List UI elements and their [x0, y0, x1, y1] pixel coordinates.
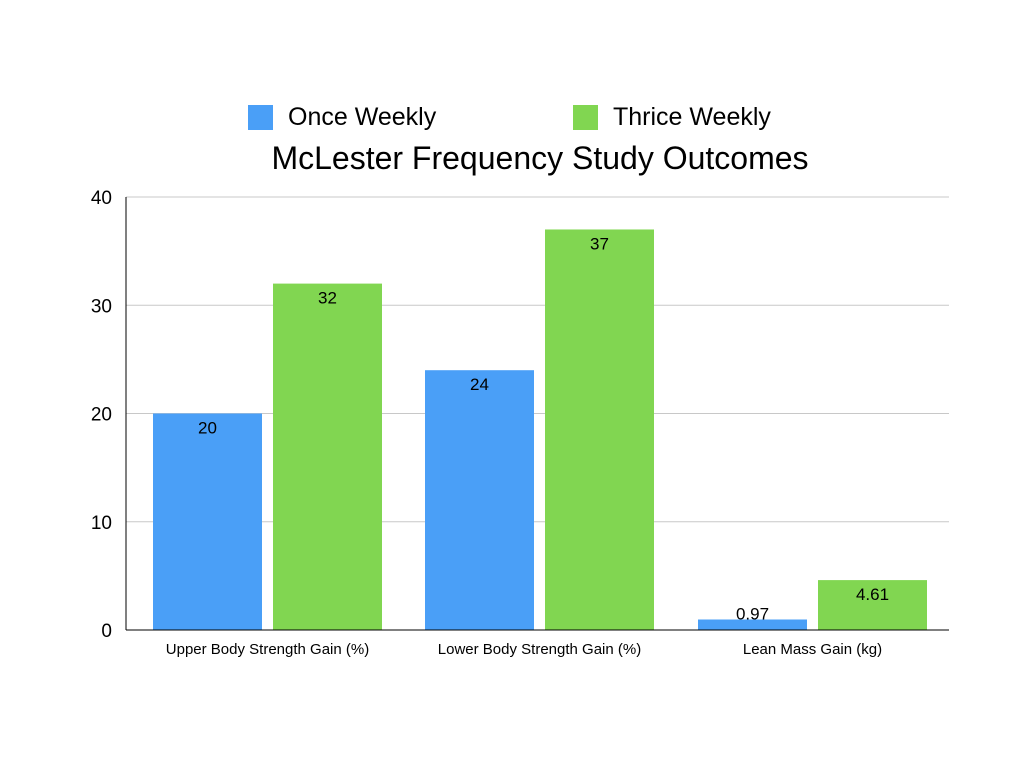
- x-category-label-lower-body-strength-gain: Lower Body Strength Gain (%): [438, 641, 641, 658]
- y-tick-label-20: 20: [91, 405, 112, 426]
- data-label-once-weekly-lean-mass-gain-kg: 0.97: [736, 604, 769, 623]
- legend-swatch-thrice-weekly: [573, 104, 598, 130]
- bar-once-weekly-upper-body-strength-gain: [153, 413, 262, 630]
- legend-item-once-weekly: Once Weekly: [248, 100, 436, 134]
- data-label-once-weekly-lower-body-strength-gain: 24: [470, 375, 489, 394]
- legend-item-thrice-weekly: Thrice Weekly: [573, 100, 771, 134]
- legend-label-thrice-weekly: Thrice Weekly: [613, 102, 771, 131]
- legend-swatch-once-weekly: [248, 104, 273, 130]
- chart-legend: Once Weekly Thrice Weekly: [0, 100, 1024, 134]
- bar-once-weekly-lean-mass-gain-kg: [698, 619, 807, 630]
- bar-once-weekly-lower-body-strength-gain: [425, 370, 534, 630]
- x-category-label-upper-body-strength-gain: Upper Body Strength Gain (%): [166, 641, 369, 658]
- chart-title: McLester Frequency Study Outcomes: [271, 140, 809, 176]
- y-tick-label-10: 10: [91, 513, 112, 534]
- legend-label-once-weekly: Once Weekly: [288, 102, 437, 131]
- y-tick-label-30: 30: [91, 296, 112, 317]
- y-tick-label-0: 0: [101, 621, 112, 642]
- data-label-once-weekly-upper-body-strength-gain: 20: [198, 419, 217, 438]
- data-label-thrice-weekly-lower-body-strength-gain: 37: [590, 234, 609, 253]
- bar-thrice-weekly-lean-mass-gain-kg: [818, 580, 927, 630]
- bar-thrice-weekly-upper-body-strength-gain: [273, 283, 382, 630]
- y-tick-label-40: 40: [91, 188, 112, 209]
- data-label-thrice-weekly-upper-body-strength-gain: 32: [318, 289, 337, 308]
- bar-thrice-weekly-lower-body-strength-gain: [545, 229, 654, 630]
- x-category-label-lean-mass-gain-kg: Lean Mass Gain (kg): [743, 641, 882, 658]
- data-label-thrice-weekly-lean-mass-gain-kg: 4.61: [856, 585, 889, 604]
